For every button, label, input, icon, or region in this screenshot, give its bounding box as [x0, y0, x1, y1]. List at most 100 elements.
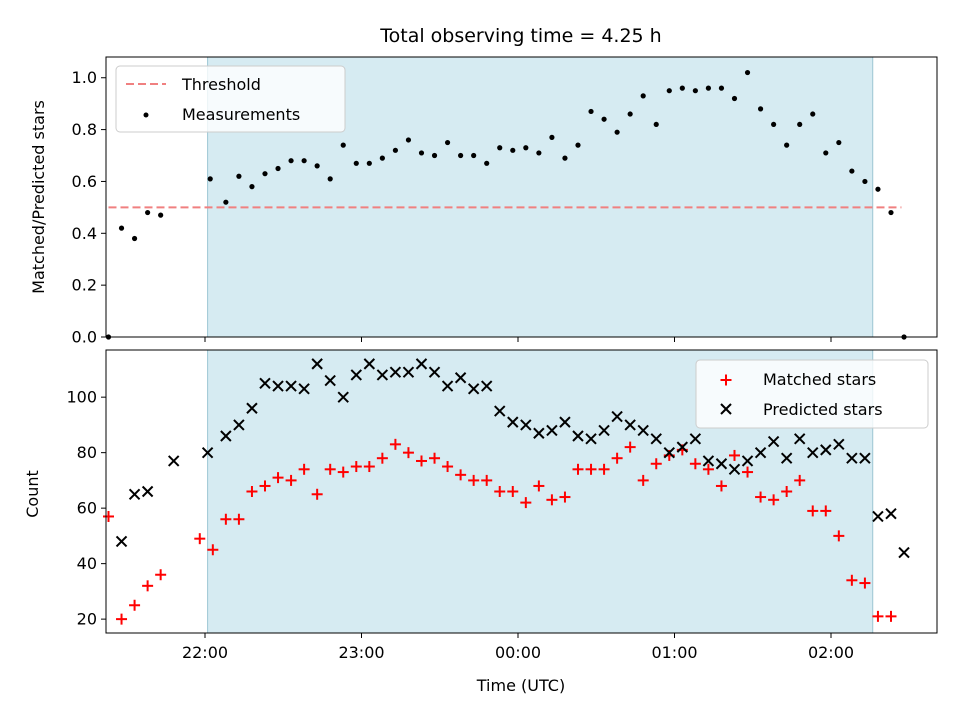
matched-star-point — [350, 461, 362, 473]
measurement-point — [849, 168, 855, 174]
measurement-point — [262, 171, 268, 177]
predicted-star-point — [846, 452, 858, 464]
bottom-plot-frame — [105, 349, 938, 634]
legend-predicted-label: Predicted stars — [763, 400, 883, 419]
measurement-point — [836, 139, 842, 146]
measurement-point — [418, 150, 425, 156]
bottom-y-tick-label: 20 — [77, 610, 97, 629]
measurement-point — [131, 235, 138, 242]
bottom-y-ticks: 20 40 60 80 100 — [66, 388, 106, 629]
matched-star-point — [363, 461, 375, 473]
predicted-star-point — [898, 546, 910, 559]
matched-star-point — [468, 474, 480, 486]
top-legend-box — [115, 65, 346, 133]
matched-star-point — [116, 613, 128, 625]
matched-star-point — [129, 599, 141, 611]
predicted-star-point — [715, 458, 728, 470]
matched-star-point — [820, 505, 832, 517]
measurement-point — [510, 147, 516, 153]
bottom-panel: 20 40 60 80 100 22:00 23:00 00:00 01:00 02:00 Co… — [23, 349, 938, 695]
measurement-point — [797, 121, 803, 128]
predicted-star-point — [259, 377, 271, 390]
predicted-star-point — [507, 416, 519, 428]
matched-star-point — [859, 577, 871, 589]
measurement-point — [601, 116, 607, 122]
measurement-point — [627, 111, 633, 117]
matched-star-point — [833, 530, 845, 542]
matched-star-point — [846, 574, 858, 586]
x-tick-label: 00:00 — [495, 643, 541, 662]
matched-star-point — [585, 463, 597, 475]
predicted-star-point — [454, 372, 467, 384]
measurement-point — [458, 152, 464, 159]
matched-star-point — [572, 463, 584, 475]
predicted-star-point — [141, 485, 154, 498]
legend-predicted-marker — [720, 403, 732, 415]
legend-matched-label: Matched stars — [763, 370, 876, 389]
predicted-star-point — [363, 358, 376, 370]
top-y-tick-label: 0.4 — [72, 224, 97, 243]
measurement-point — [536, 150, 542, 156]
matched-star-point — [233, 513, 245, 525]
top-y-ticks: 0.0 0.2 0.4 0.6 0.8 1.0 — [72, 68, 106, 347]
predicted-star-point — [676, 441, 689, 453]
predicted-star-point — [115, 535, 128, 548]
matched-star-point — [885, 610, 897, 622]
top-x-ticks — [204, 337, 832, 342]
measurement-point — [405, 137, 412, 143]
x-tick-label: 02:00 — [808, 643, 854, 662]
legend-matched-glyph — [720, 374, 732, 386]
bottom-legend-box — [695, 359, 929, 429]
bottom-y-tick-label: 80 — [77, 443, 97, 462]
measurement-point — [353, 160, 359, 166]
matched-star-point — [598, 463, 610, 475]
measurement-point — [614, 129, 620, 135]
measurement-point — [223, 199, 229, 205]
bottom-y-tick-label: 40 — [77, 554, 97, 573]
predicted-star-point — [428, 366, 441, 378]
measurement-point — [640, 93, 646, 99]
measurement-point — [379, 155, 385, 161]
matched-star-point — [442, 461, 454, 473]
predicted-star-point — [337, 391, 349, 403]
matched-star-point — [689, 458, 701, 470]
matched-star-point — [220, 513, 232, 525]
legend-predicted-glyph — [720, 403, 732, 415]
matched-star-point — [637, 474, 649, 486]
predicted-star-point — [820, 444, 832, 456]
predicted-star-point — [702, 455, 715, 467]
top-legend: Threshold Measurements — [115, 65, 346, 133]
measurement-point — [875, 186, 881, 192]
matched-star-point — [402, 447, 414, 459]
predicted-star-point — [663, 446, 675, 459]
measurement-point — [158, 212, 164, 218]
top-y-tick-label: 0.8 — [72, 120, 97, 139]
measurement-point — [731, 95, 738, 102]
predicted-star-point — [572, 430, 584, 442]
bottom-y-tick-label: 100 — [66, 388, 97, 407]
measurement-point — [888, 209, 894, 216]
top-panel: 0.0 0.2 0.4 0.6 0.8 1.0 Matched/Predicted sta… — [29, 56, 938, 347]
predicted-star-point — [767, 435, 780, 448]
bottom-x-ticks: 22:00 23:00 00:00 01:00 02:00 — [182, 633, 854, 662]
measurement-point — [301, 158, 307, 164]
bottom-legend: Matched stars Predicted stars — [695, 359, 929, 429]
measurement-point — [314, 163, 320, 169]
predicted-star-point — [559, 416, 571, 428]
predicted-star-point — [741, 455, 754, 467]
matched-star-point — [142, 580, 154, 592]
measurement-point — [340, 142, 346, 148]
top-y-tick-label: 0.0 — [72, 328, 97, 347]
predicted-star-point — [494, 405, 506, 417]
matched-star-point — [311, 488, 323, 500]
measurements-series — [105, 69, 907, 340]
matched-star-point — [337, 466, 349, 478]
measurement-point — [484, 160, 490, 166]
matched-star-point — [272, 472, 284, 484]
measurement-point — [327, 176, 333, 182]
matched-star-point — [755, 491, 767, 503]
predicted-star-point — [546, 424, 558, 437]
measurement-point — [744, 69, 751, 76]
matched-star-point — [728, 449, 740, 461]
